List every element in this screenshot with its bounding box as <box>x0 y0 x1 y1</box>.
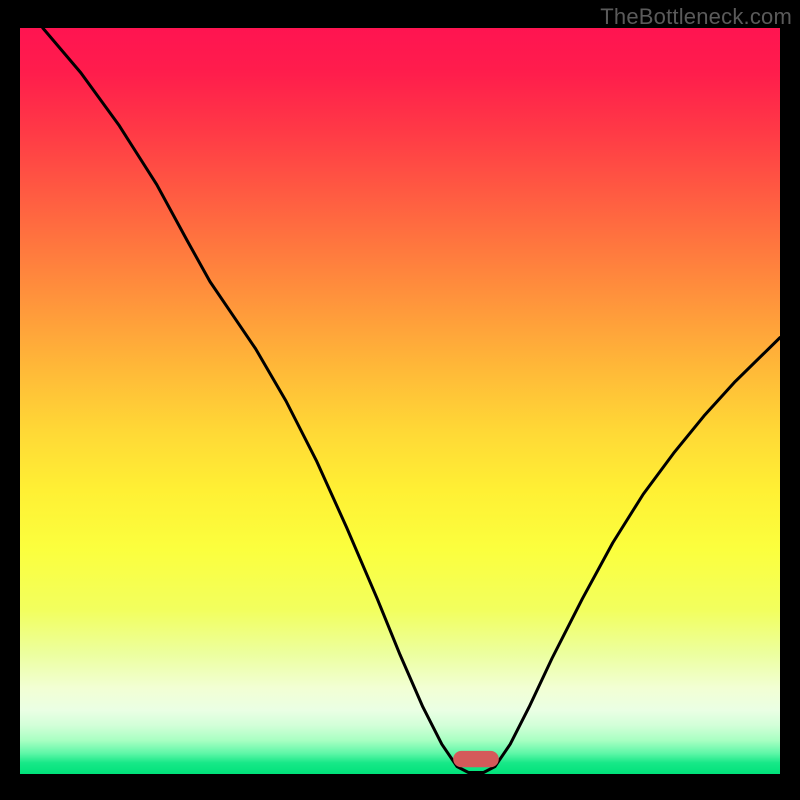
optimal-marker <box>453 751 499 767</box>
bottleneck-chart <box>0 0 800 800</box>
plot-background-gradient <box>20 28 780 774</box>
watermark-label: TheBottleneck.com <box>600 4 792 30</box>
chart-container: TheBottleneck.com <box>0 0 800 800</box>
